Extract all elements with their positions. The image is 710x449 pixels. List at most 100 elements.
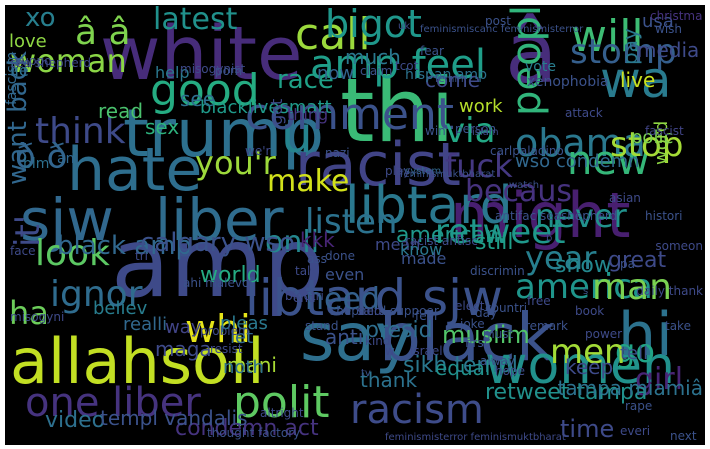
cloud-word: feminismiscanc feminismisterror <box>420 24 584 35</box>
cloud-word: polic <box>631 127 674 148</box>
cloud-word: amp <box>111 207 325 319</box>
cloud-word: via <box>445 111 496 151</box>
cloud-word: antifac seashepherd <box>495 209 618 223</box>
cloud-word: man <box>592 267 672 308</box>
cloud-word: one liber <box>25 380 201 426</box>
cloud-word: live <box>620 68 656 92</box>
cloud-word: must <box>483 327 514 341</box>
cloud-word: alway <box>480 354 515 368</box>
cloud-word: usa <box>642 11 674 32</box>
cloud-word: bigotri <box>285 289 324 303</box>
cloud-word: maga <box>155 337 212 361</box>
cloud-word: thank <box>360 368 418 392</box>
cloud-word: book <box>575 304 605 318</box>
cloud-word: allahsoil <box>10 325 265 398</box>
cloud-word: call <box>295 9 371 60</box>
cloud-word: problem <box>200 324 250 338</box>
cloud-word: new <box>567 138 650 184</box>
cloud-word: histori <box>645 209 683 223</box>
cloud-word: noth <box>223 357 264 378</box>
cloud-word: it' <box>8 214 48 247</box>
cloud-word: keep <box>565 355 614 379</box>
cloud-word: misogynist <box>180 62 246 76</box>
cloud-word: lie <box>10 61 29 80</box>
cloud-word: claim <box>360 64 393 78</box>
cloud-word: stand <box>305 319 339 333</box>
cloud-word: fuck <box>445 147 513 185</box>
cloud-word: hope <box>495 364 525 378</box>
cloud-word: tampa miamiâ <box>557 376 703 400</box>
cloud-word: libtard <box>345 176 513 236</box>
cloud-word: american <box>396 223 500 248</box>
cloud-word: time <box>560 415 615 443</box>
cloud-word: amp feel <box>310 42 486 88</box>
cloud-word: ignor <box>50 274 143 315</box>
cloud-word: help <box>155 63 190 82</box>
cloud-word: come <box>425 68 481 92</box>
cloud-word: win <box>425 124 446 138</box>
cloud-word: becaus <box>465 174 573 209</box>
cloud-word: joke <box>460 317 485 331</box>
cloud-word: men <box>550 332 626 372</box>
cloud-word: countri <box>485 301 528 315</box>
cloud-word: femin <box>435 74 464 85</box>
cloud-word: look <box>35 233 110 274</box>
cloud-word: work <box>459 96 503 117</box>
cloud-word: hispan amp <box>405 67 487 83</box>
cloud-word: make <box>267 164 350 199</box>
cloud-word: trump <box>123 95 325 172</box>
cloud-word: will <box>571 11 644 62</box>
cloud-word: great <box>608 248 667 273</box>
cloud-word: stop <box>610 125 684 165</box>
cloud-word: retweet <box>435 212 566 252</box>
cloud-word: rape <box>625 399 653 413</box>
cloud-word: let <box>230 327 254 348</box>
cloud-word: resist <box>210 342 243 356</box>
cloud-word: need <box>305 282 380 317</box>
cloud-word: much <box>345 45 401 69</box>
cloud-word: watch <box>509 180 540 191</box>
cloud-word: condemn act <box>175 416 319 441</box>
cloud-word: suppo <box>15 54 52 68</box>
word-cloud: white thi â trump hate racist amp allahsoil say b… <box>5 5 705 445</box>
cloud-word: someon <box>655 239 703 253</box>
cloud-word: christma <box>650 9 703 23</box>
cloud-word: misogyni <box>10 310 65 324</box>
cloud-word: tri <box>135 249 148 263</box>
cloud-word: b <box>546 233 553 244</box>
cloud-word: next <box>670 429 697 443</box>
cloud-word: equal <box>435 356 491 380</box>
cloud-word: never <box>535 197 627 235</box>
cloud-word: said <box>357 304 382 318</box>
cloud-word: know <box>400 240 443 259</box>
cloud-word: carlpaladino <box>490 144 564 158</box>
cloud-word: â <box>505 5 558 103</box>
cloud-word: ð ð <box>15 137 68 177</box>
cloud-word: whi <box>185 307 251 351</box>
cloud-word: everi <box>620 424 651 438</box>
cloud-word: go <box>615 332 655 370</box>
cloud-word: person <box>455 122 497 136</box>
cloud-word: believ <box>93 298 148 319</box>
cloud-word: show <box>555 253 612 278</box>
cloud-word: racist antisc <box>405 234 478 248</box>
cloud-word: thi <box>340 59 455 162</box>
cloud-word: first <box>465 336 489 350</box>
cloud-word: muslim <box>442 321 530 349</box>
cloud-word: pleas <box>220 313 268 334</box>
cloud-word: say <box>300 299 414 376</box>
cloud-word: w <box>385 344 395 358</box>
cloud-word: pa <box>620 257 635 271</box>
cloud-word: calgary wso <box>140 228 295 258</box>
cloud-word: xo <box>25 5 56 33</box>
cloud-word: anti <box>325 325 364 349</box>
cloud-word: ahi malevot <box>183 276 255 290</box>
cloud-word: mean <box>375 235 421 254</box>
cloud-word: free <box>527 294 551 308</box>
cloud-word: liber <box>155 186 284 254</box>
cloud-word: play <box>385 164 411 178</box>
cloud-word: daily thank <box>636 284 703 298</box>
cloud-word: made <box>401 249 447 268</box>
cloud-word: thing <box>287 105 329 124</box>
